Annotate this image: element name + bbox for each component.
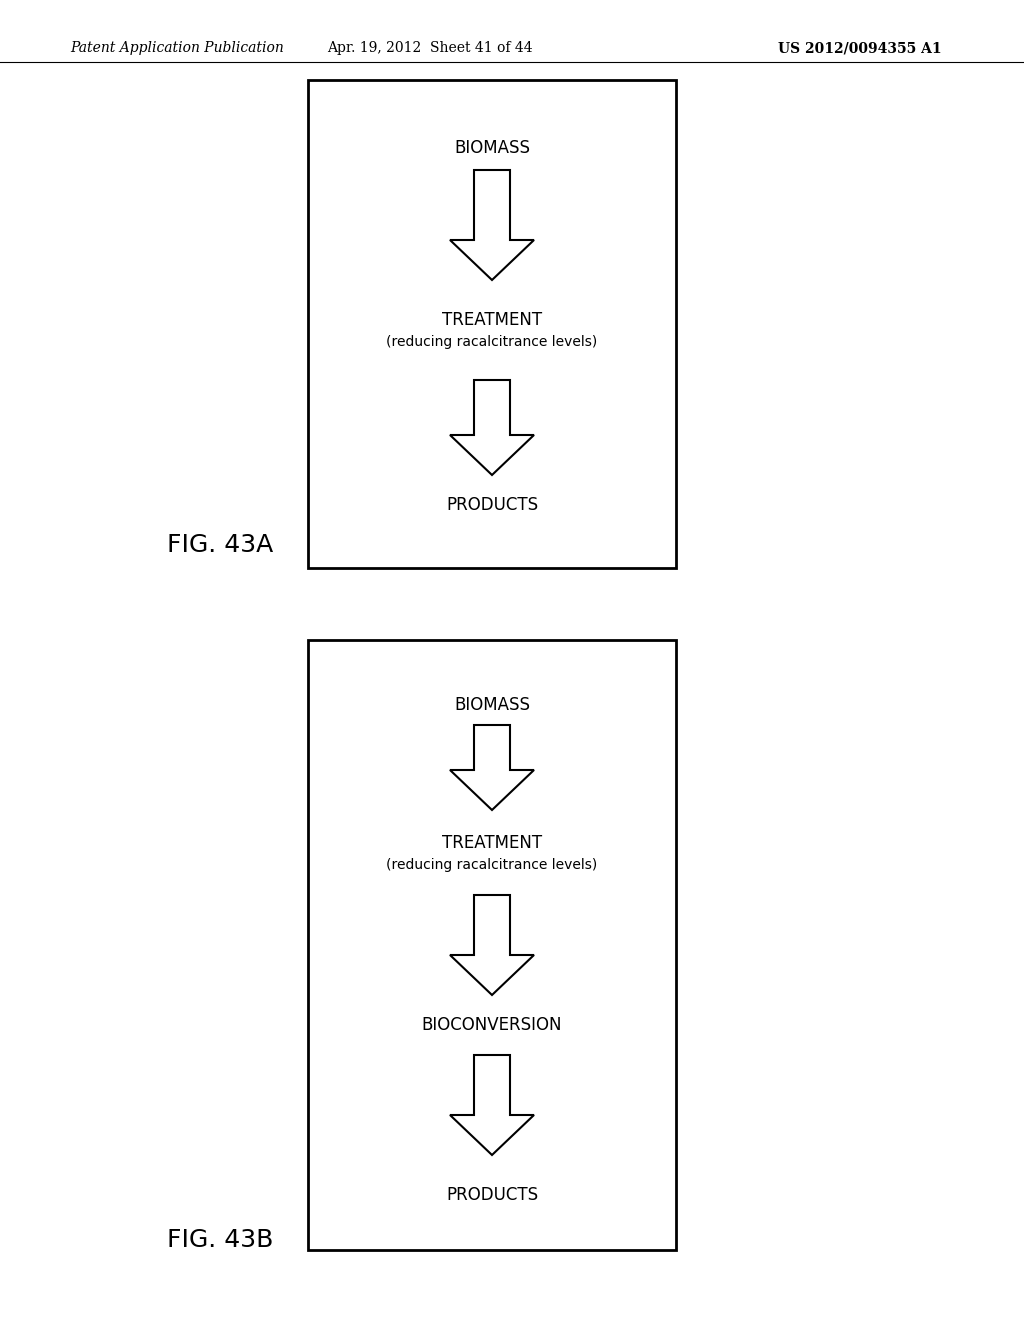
Text: Apr. 19, 2012  Sheet 41 of 44: Apr. 19, 2012 Sheet 41 of 44 xyxy=(328,41,532,55)
Text: PRODUCTS: PRODUCTS xyxy=(445,496,538,513)
Text: FIG. 43A: FIG. 43A xyxy=(167,533,273,557)
Text: (reducing racalcitrance levels): (reducing racalcitrance levels) xyxy=(386,335,598,348)
Bar xyxy=(308,81,676,568)
Text: TREATMENT: TREATMENT xyxy=(442,834,542,851)
Polygon shape xyxy=(450,170,534,280)
Text: TREATMENT: TREATMENT xyxy=(442,312,542,329)
Text: (reducing racalcitrance levels): (reducing racalcitrance levels) xyxy=(386,858,598,873)
Text: BIOCONVERSION: BIOCONVERSION xyxy=(422,1016,562,1034)
Text: US 2012/0094355 A1: US 2012/0094355 A1 xyxy=(778,41,942,55)
Bar xyxy=(308,640,676,1250)
Text: BIOMASS: BIOMASS xyxy=(454,696,530,714)
Text: PRODUCTS: PRODUCTS xyxy=(445,1185,538,1204)
Text: Patent Application Publication: Patent Application Publication xyxy=(70,41,284,55)
Text: FIG. 43B: FIG. 43B xyxy=(167,1228,273,1251)
Text: BIOMASS: BIOMASS xyxy=(454,139,530,157)
Polygon shape xyxy=(450,380,534,475)
Polygon shape xyxy=(450,895,534,995)
Polygon shape xyxy=(450,725,534,810)
Polygon shape xyxy=(450,1055,534,1155)
